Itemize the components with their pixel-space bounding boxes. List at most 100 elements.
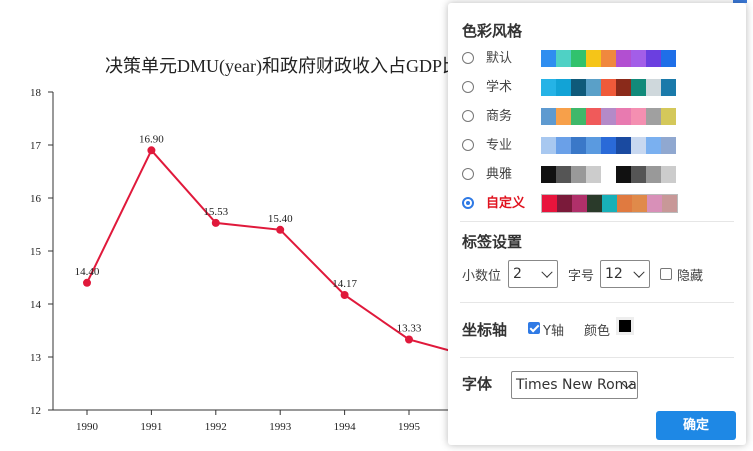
y-tick-label: 13 (30, 352, 42, 364)
divider (460, 357, 734, 358)
color-swatch (556, 166, 571, 183)
color-swatch (646, 108, 661, 125)
panel-anchor-marker (733, 0, 747, 3)
palette-swatches[interactable] (541, 79, 676, 96)
data-label: 14.40 (75, 266, 100, 278)
y-tick-label: 14 (30, 299, 42, 311)
chart-title: 决策单元DMU(year)和政府财政收入占GDP比 (105, 56, 460, 77)
color-swatch (646, 50, 661, 67)
y-tick-label: 17 (30, 140, 42, 152)
axis-color-picker[interactable] (616, 317, 634, 335)
divider (460, 302, 734, 303)
color-swatch (661, 79, 676, 96)
color-swatch (586, 108, 601, 125)
label-settings-title: 标签设置 (462, 233, 523, 251)
palette-row[interactable]: 自定义 (462, 194, 732, 215)
color-swatch (616, 79, 631, 96)
color-swatch (542, 195, 557, 212)
font-size-select[interactable]: 12 (600, 260, 650, 288)
color-swatch (601, 108, 616, 125)
color-swatch (571, 50, 586, 67)
chevron-down-icon (633, 266, 645, 278)
color-swatch (587, 195, 602, 212)
color-swatch (541, 166, 556, 183)
axis-color-swatch (619, 320, 631, 332)
color-swatch (616, 108, 631, 125)
palette-radio[interactable] (462, 110, 474, 122)
palette-label: 学术 (486, 80, 513, 95)
hide-label: 隐藏 (677, 269, 704, 284)
color-swatch (556, 137, 571, 154)
color-swatch (586, 50, 601, 67)
color-swatch (602, 195, 617, 212)
data-label: 16.90 (139, 133, 164, 145)
palette-row[interactable]: 默认 (462, 50, 732, 70)
color-swatch (556, 50, 571, 67)
palette-swatches[interactable] (541, 137, 676, 154)
palette-radio[interactable] (462, 139, 474, 151)
color-swatch (631, 166, 646, 183)
color-swatch (556, 108, 571, 125)
chevron-down-icon (541, 266, 553, 278)
color-swatch (586, 166, 601, 183)
color-swatch (661, 108, 676, 125)
palette-row[interactable]: 专业 (462, 137, 732, 157)
color-swatch (661, 137, 676, 154)
color-swatch (631, 50, 646, 67)
color-swatch (556, 79, 571, 96)
palette-radio[interactable] (462, 197, 474, 209)
palette-swatches[interactable] (541, 50, 676, 67)
color-swatch (601, 137, 616, 154)
x-tick-label: 1991 (140, 421, 162, 433)
color-swatch (617, 195, 632, 212)
data-point (276, 225, 285, 234)
palette-swatches[interactable] (541, 194, 678, 213)
x-tick-label: 1992 (205, 421, 227, 433)
y-tick-label: 12 (30, 405, 41, 417)
decimals-select[interactable]: 2 (508, 260, 558, 288)
palette-radio[interactable] (462, 52, 474, 64)
font-size-value: 12 (605, 266, 623, 282)
color-swatch (557, 195, 572, 212)
y-tick-label: 15 (30, 246, 42, 258)
palette-row[interactable]: 商务 (462, 108, 732, 128)
palette-row[interactable]: 学术 (462, 79, 732, 99)
palette-row[interactable]: 典雅 (462, 166, 732, 186)
y-tick-label: 18 (30, 87, 42, 99)
palette-label: 默认 (486, 51, 513, 66)
x-tick-label: 1993 (269, 421, 292, 433)
palette-radio[interactable] (462, 81, 474, 93)
data-point (340, 290, 349, 299)
palette-label: 商务 (486, 109, 513, 124)
color-swatch (662, 195, 677, 212)
color-swatch (586, 137, 601, 154)
data-label: 13.33 (397, 323, 422, 335)
color-swatch (601, 79, 616, 96)
color-swatch (631, 137, 646, 154)
palette-swatches[interactable] (541, 166, 676, 183)
color-swatch (631, 79, 646, 96)
palette-radio[interactable] (462, 168, 474, 180)
color-swatch (646, 166, 661, 183)
color-swatch (571, 108, 586, 125)
x-tick-label: 1994 (334, 421, 357, 433)
data-point (83, 278, 91, 287)
font-family-select[interactable]: Times New Roman (511, 371, 638, 399)
palette-swatches[interactable] (541, 108, 676, 125)
confirm-button[interactable]: 确定 (656, 411, 736, 440)
color-swatch (647, 195, 662, 212)
color-swatch (616, 137, 631, 154)
hide-labels-checkbox[interactable] (660, 268, 672, 280)
decimals-value: 2 (513, 266, 522, 282)
decimals-label: 小数位 (462, 269, 502, 284)
color-swatch (571, 166, 586, 183)
data-label: 15.40 (268, 213, 293, 225)
y-axis-checkbox[interactable] (528, 322, 540, 334)
color-swatch (541, 79, 556, 96)
color-swatch (632, 195, 647, 212)
axis-title: 坐标轴 (462, 321, 508, 339)
font-size-label: 字号 (568, 269, 595, 284)
color-swatch (586, 79, 601, 96)
color-swatch (541, 50, 556, 67)
